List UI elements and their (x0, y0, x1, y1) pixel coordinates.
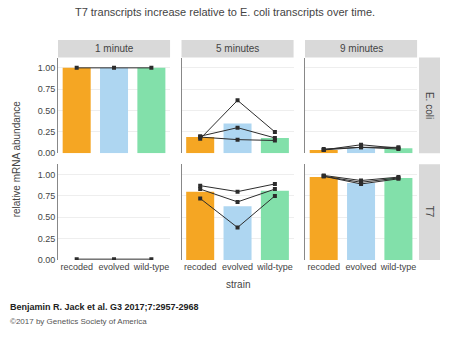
svg-text:evolved: evolved (346, 262, 377, 272)
svg-text:0.25: 0.25 (38, 234, 56, 244)
svg-text:evolved: evolved (99, 262, 130, 272)
svg-text:Benjamin R. Jack et al. G3 201: Benjamin R. Jack et al. G3 2017;7:2957-2… (10, 302, 199, 312)
svg-text:wild-type: wild-type (133, 262, 170, 272)
svg-text:0.50: 0.50 (38, 212, 56, 222)
svg-text:1.00: 1.00 (38, 170, 56, 180)
svg-text:wild-type: wild-type (256, 262, 293, 272)
svg-text:0.50: 0.50 (38, 106, 56, 116)
svg-text:evolved: evolved (222, 262, 253, 272)
svg-text:0.00: 0.00 (38, 255, 56, 265)
svg-text:T7: T7 (424, 206, 435, 218)
svg-text:recoded: recoded (307, 262, 340, 272)
svg-text:relative mRNA abundance: relative mRNA abundance (11, 101, 22, 218)
svg-text:0.25: 0.25 (38, 127, 56, 137)
svg-text:5 minutes: 5 minutes (216, 43, 259, 54)
svg-text:wild-type: wild-type (380, 262, 417, 272)
svg-text:E. coli: E. coli (424, 92, 435, 119)
svg-text:0.00: 0.00 (38, 148, 56, 158)
svg-text:9 minutes: 9 minutes (340, 43, 383, 54)
svg-text:0.75: 0.75 (38, 84, 56, 94)
svg-text:©2017 by Genetics Society of A: ©2017 by Genetics Society of America (10, 317, 147, 326)
svg-text:strain: strain (226, 279, 250, 290)
svg-text:0.75: 0.75 (38, 191, 56, 201)
svg-text:1 minute: 1 minute (95, 43, 134, 54)
svg-text:T7 transcripts increase relati: T7 transcripts increase relative to E. c… (75, 6, 375, 18)
svg-text:recoded: recoded (184, 262, 217, 272)
svg-text:recoded: recoded (60, 262, 93, 272)
svg-text:1.00: 1.00 (38, 63, 56, 73)
